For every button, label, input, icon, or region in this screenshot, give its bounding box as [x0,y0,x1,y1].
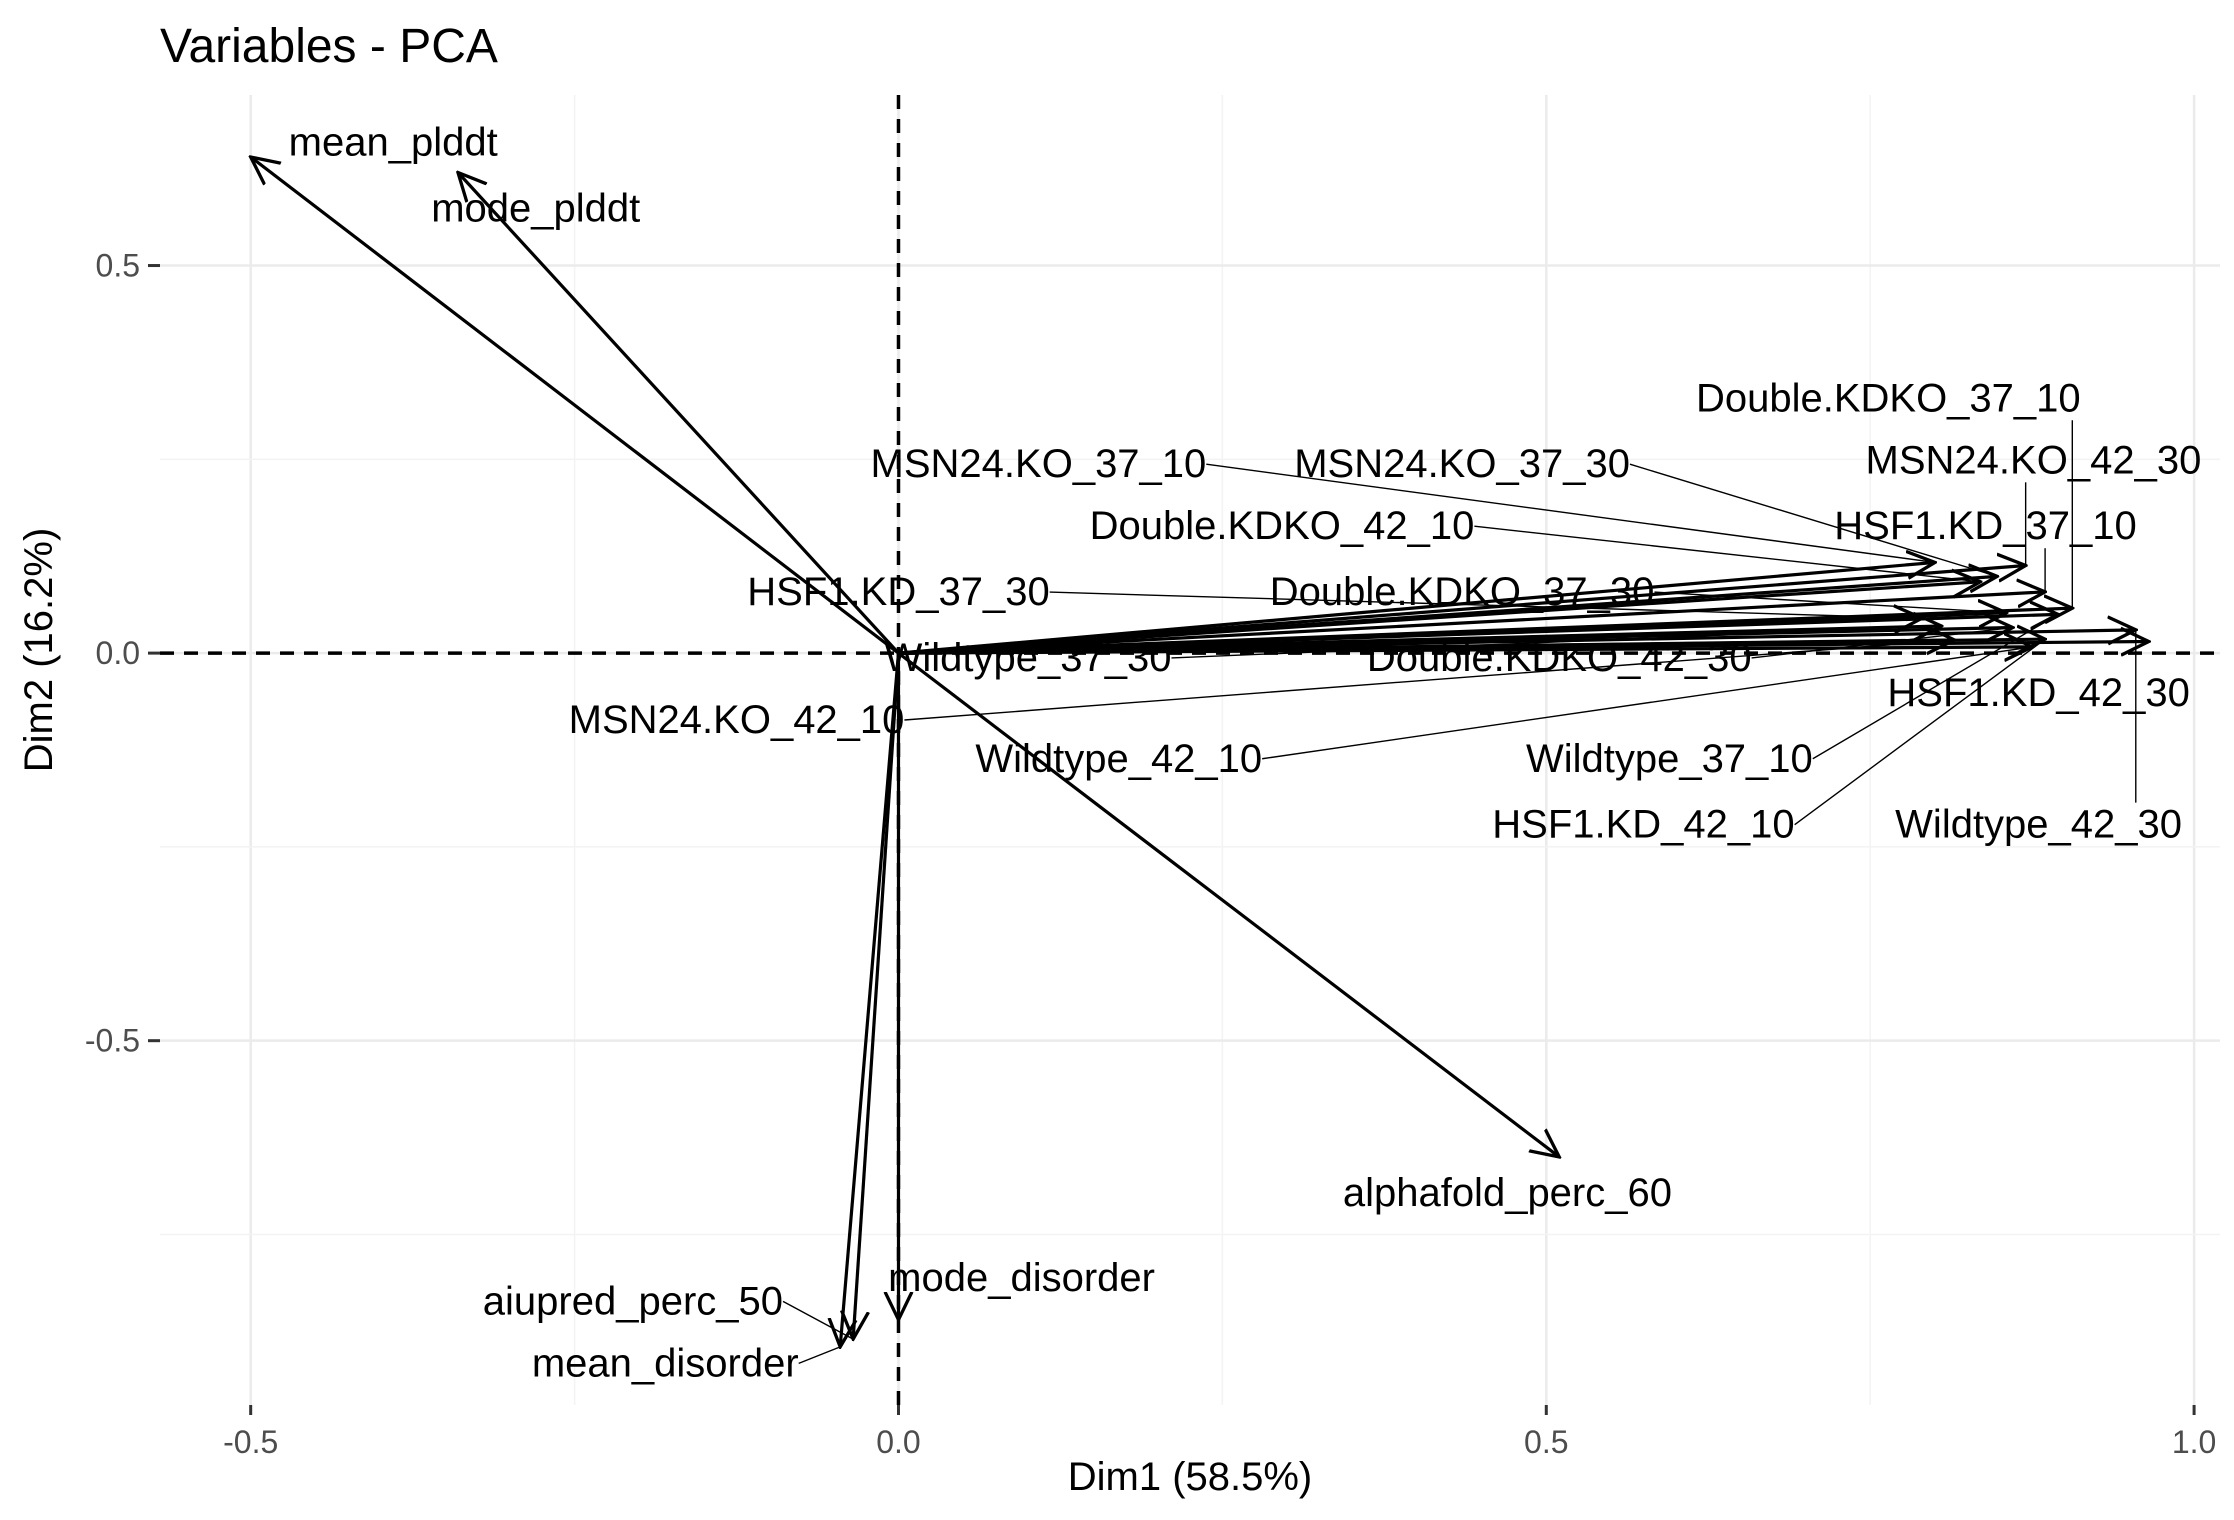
label-aiupred-perc-50: aiupred_perc_50 [483,1279,783,1323]
label-mode-disorder: mode_disorder [888,1256,1155,1300]
leader-line [1474,525,1981,583]
x-axis-title: Dim1 (58.5%) [1068,1455,1313,1499]
label-msn24-ko-37-10: MSN24.KO_37_10 [871,442,1207,486]
leader-line [1654,591,2007,614]
label-hsf1-kd-37-30: HSF1.KD_37_30 [747,570,1049,614]
arrow-wildtype-42-30 [898,630,2135,655]
arrow-aiupred-perc-50 [853,653,901,1339]
arrow-mean-plddt [251,157,900,655]
chart-title: Variables - PCA [160,20,498,73]
y-tick-label: -0.5 [85,1023,140,1059]
leader-line [1206,463,1936,564]
y-tick-label: 0.0 [96,635,140,671]
arrow-msn24-ko-42-30 [898,566,2025,655]
leader-line [1629,463,1998,578]
label-mode-plddt: mode_plddt [431,186,640,230]
y-axis-title: Dim2 (16.2%) [17,528,61,773]
y-tick-label: 0.5 [96,248,140,284]
label-msn24-ko-42-30: MSN24.KO_42_30 [1866,438,2202,482]
label-leader-lines [782,420,2137,1365]
leader-line [1171,625,1942,659]
label-msn24-ko-42-10: MSN24.KO_42_10 [569,698,905,742]
leader-line [798,1346,841,1365]
leader-line [1262,646,2033,760]
x-tick-label: 0.5 [1524,1424,1568,1460]
label-hsf1-kd-42-10: HSF1.KD_42_10 [1492,803,1794,847]
x-tick-label: -0.5 [223,1424,278,1460]
leader-line [904,639,1955,721]
axes: -0.5 0.0 0.5 1.0 -0.5 0.0 0.5 [85,248,2216,1460]
label-hsf1-kd-42-30: HSF1.KD_42_30 [1887,671,2189,715]
arrow-mode-plddt [458,173,900,655]
arrow-double-kdko-42-10 [898,582,1980,655]
label-hsf1-kd-37-10: HSF1.KD_37_10 [1834,504,2136,548]
label-msn24-ko-37-30: MSN24.KO_37_30 [1294,442,1630,486]
label-wildtype-42-30: Wildtype_42_30 [1895,803,2182,847]
x-tick-label: 0.0 [876,1424,920,1460]
arrow-mean-disorder [840,652,901,1347]
label-mean-disorder: mean_disorder [532,1341,799,1385]
x-tick-label: 1.0 [2172,1424,2216,1460]
leader-line [1751,626,2013,659]
label-double-kdko-42-10: Double.KDKO_42_10 [1090,504,1475,548]
label-wildtype-42-10: Wildtype_42_10 [975,737,1262,781]
label-double-kdko-42-30: Double.KDKO_42_30 [1367,636,1752,680]
label-mean-plddt: mean_plddt [289,121,498,165]
arrow-wildtype-37-10 [898,614,2058,655]
label-alphafold-perc-60: alphafold_perc_60 [1343,1171,1672,1215]
label-double-kdko-37-30: Double.KDKO_37_30 [1270,570,1655,614]
label-double-kdko-37-10: Double.KDKO_37_10 [1696,376,2081,420]
arrow-msn24-ko-37-10 [898,562,1934,655]
label-wildtype-37-30: Wildtype_37_30 [885,636,1172,680]
leader-line [1049,591,1923,619]
arrow-hsf1-kd-37-10 [898,592,2045,655]
leader-line [1812,613,2059,760]
variable-labels: mean_plddt mode_plddt Double.KDKO_37_10 MSN… [289,121,2202,1386]
arrow-alphafold-perc-60 [897,651,1559,1157]
leader-line [1794,638,2046,826]
label-wildtype-37-10: Wildtype_37_10 [1526,737,1813,781]
variable-arrows [251,157,2149,1347]
leader-line [782,1300,854,1340]
